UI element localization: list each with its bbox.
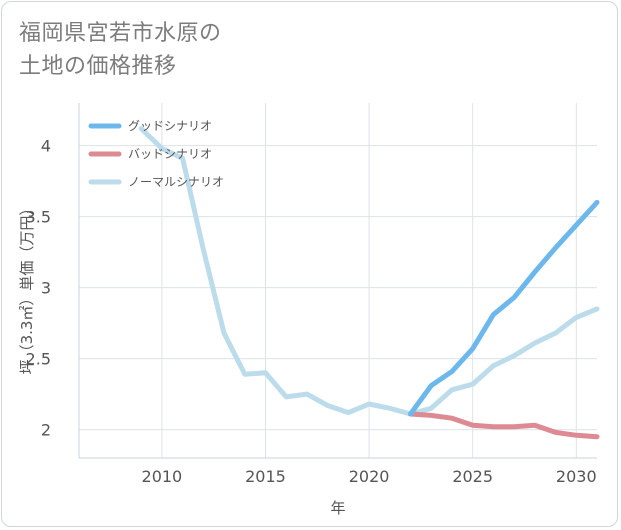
grid (79, 103, 597, 458)
legend-label-bad: バッドシナリオ (128, 147, 212, 161)
legend-label-normal: ノーマルシナリオ (128, 175, 224, 189)
x-tick-label: 2015 (245, 467, 286, 486)
x-tick-label: 2020 (349, 467, 390, 486)
y-tick-label: 2.5 (26, 350, 51, 369)
y-axis-label: 坪（3.3㎡）単価（万円） (18, 201, 36, 375)
chart-title: 福岡県宮若市水原の 土地の価格推移 (19, 17, 439, 83)
x-tick-label: 2010 (142, 467, 183, 486)
chart-title-line-1: 福岡県宮若市水原の (19, 21, 222, 46)
legend-label-good: グッドシナリオ (128, 119, 212, 133)
series-line-normal (138, 126, 600, 417)
plot-area (78, 103, 597, 459)
series-line-good (408, 199, 600, 417)
series-layer (138, 126, 600, 440)
y-tick-label: 2 (41, 421, 51, 440)
y-tick-label: 3 (41, 279, 51, 298)
x-tick-label: 2025 (452, 467, 493, 486)
y-tick-label: 3.5 (26, 208, 51, 227)
x-axis-label: 年 (330, 499, 345, 517)
y-axis: 2 2.5 3 3.5 4 (26, 137, 51, 440)
x-axis: 2010 2015 2020 2025 2030 (142, 467, 597, 486)
chart-title-line-2: 土地の価格推移 (19, 54, 177, 79)
series-line-bad (408, 411, 600, 440)
y-tick-label: 4 (41, 137, 51, 156)
x-tick-label: 2030 (556, 467, 597, 486)
